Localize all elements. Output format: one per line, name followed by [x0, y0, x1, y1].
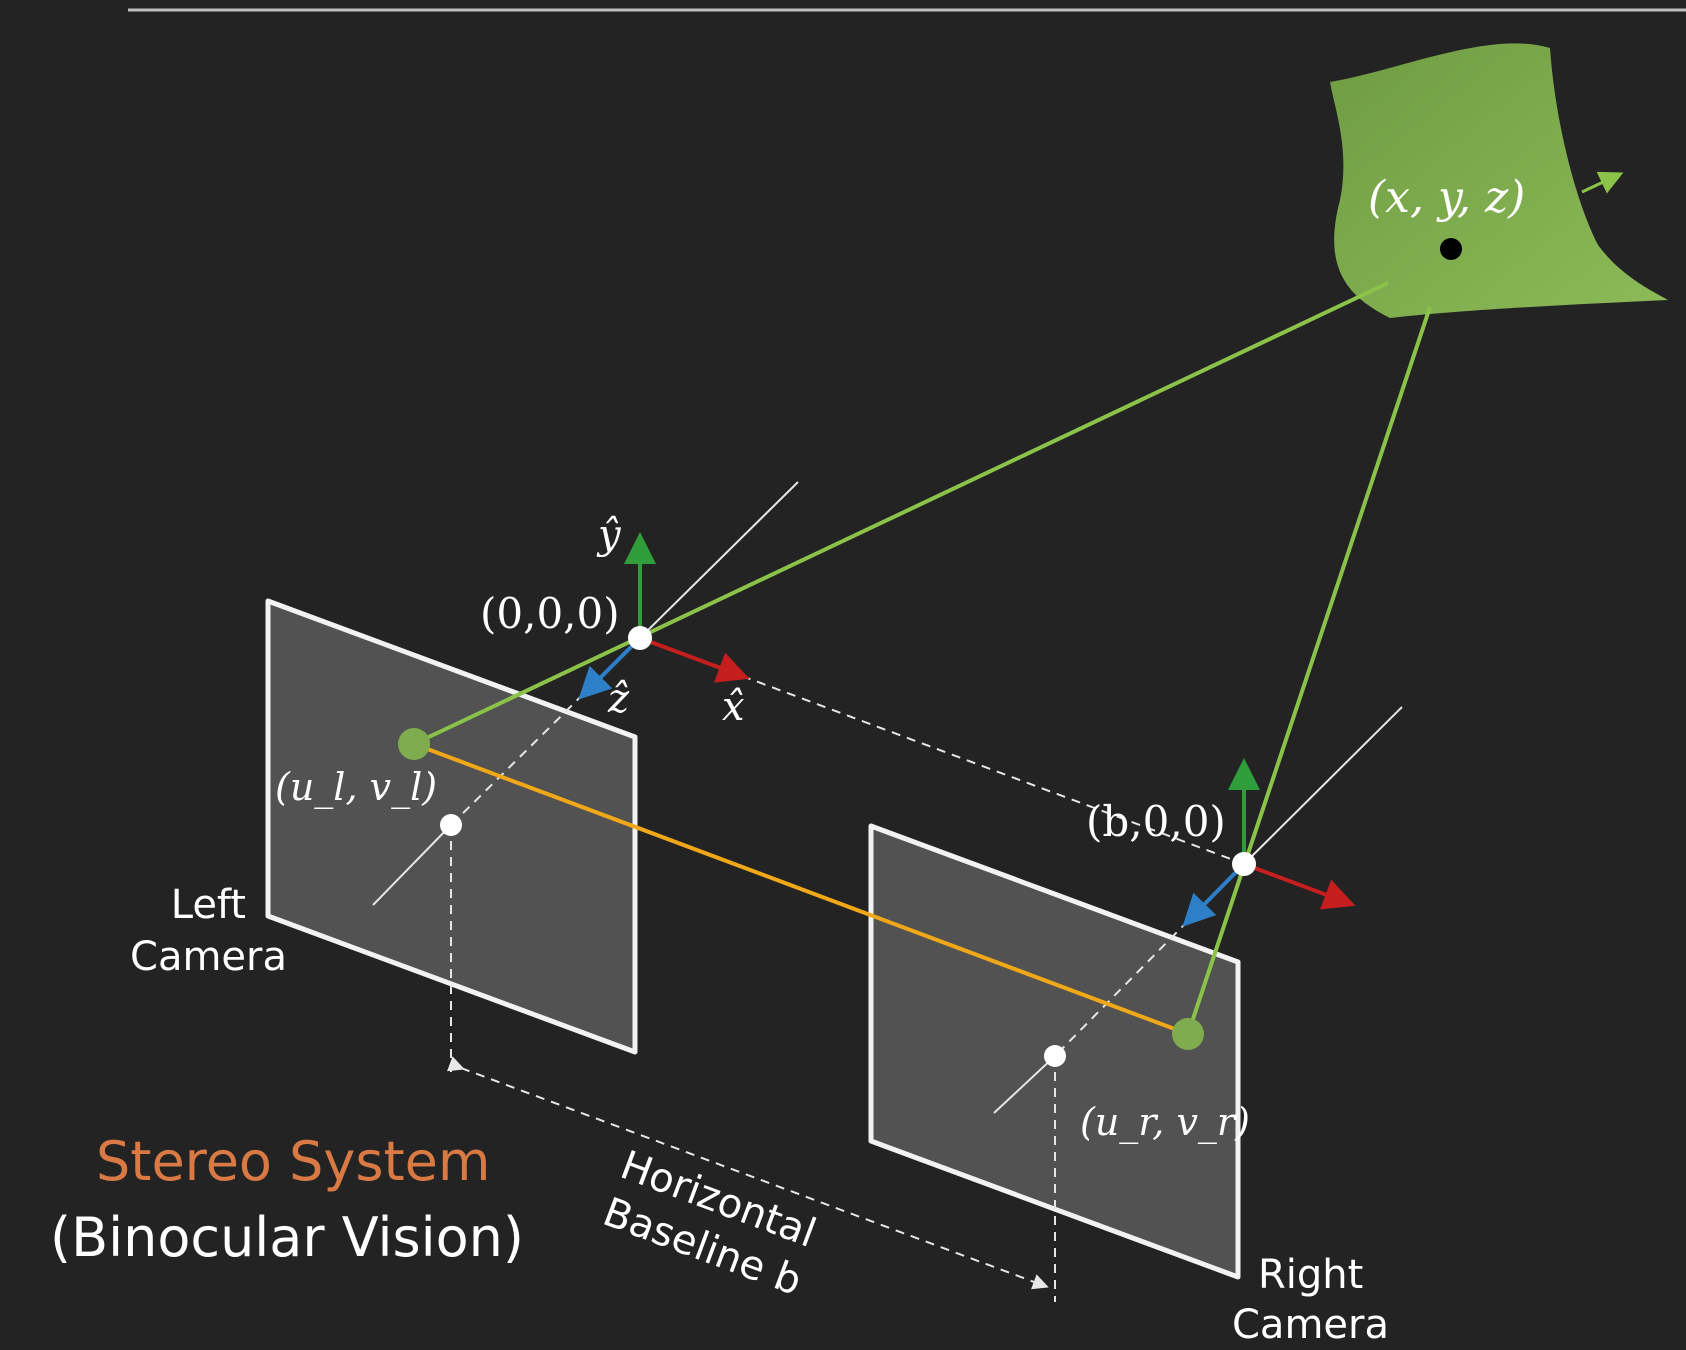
left-optical-axis-dashed	[450, 637, 641, 826]
diagram-subtitle: (Binocular Vision)	[50, 1206, 524, 1269]
right-principal-point	[1044, 1045, 1066, 1067]
origin-label: (0,0,0)	[480, 589, 620, 638]
right-z-axis	[1182, 862, 1246, 927]
scene-point-label: (x, y, z)	[1368, 172, 1525, 223]
right-origin-label: (b,0,0)	[1086, 797, 1226, 846]
left-x-axis	[639, 636, 750, 683]
right-image-point	[1172, 1018, 1204, 1050]
baseline-dimension	[446, 1056, 1049, 1290]
z-axis-label: ẑ	[607, 676, 630, 722]
left-principal-point	[440, 814, 462, 836]
correspondence-line	[413, 742, 1189, 1036]
right-optical-axis-dashed	[1054, 863, 1245, 1057]
diagram-title: Stereo System	[96, 1130, 490, 1193]
left-camera-label-line1: Left	[171, 882, 246, 928]
right-image-point-label: (u_r, v_r)	[1080, 1100, 1250, 1145]
y-axis-label: ŷ	[596, 512, 622, 558]
right-optical-axis	[1243, 706, 1403, 865]
surface-normal-arrow	[1581, 171, 1624, 194]
scene-point	[1440, 238, 1462, 260]
surface-patch	[1330, 43, 1668, 318]
left-camera-center	[628, 626, 652, 650]
left-z-axis	[578, 636, 642, 700]
left-image-point	[398, 728, 430, 760]
left-image-point-label: (u_l, v_l)	[275, 765, 437, 810]
right-x-axis	[1243, 862, 1356, 910]
left-optical-axis	[639, 481, 799, 639]
left-ray	[413, 281, 1389, 746]
left-camera-label-line2: Camera	[130, 934, 287, 980]
right-camera-label-line1: Right	[1258, 1252, 1363, 1298]
right-ray	[1186, 306, 1432, 1035]
right-camera-center	[1232, 852, 1256, 876]
x-axis-label: x̂	[722, 684, 745, 730]
left-optical-axis-behind	[372, 824, 452, 906]
right-camera-label-line2: Camera	[1232, 1302, 1389, 1348]
